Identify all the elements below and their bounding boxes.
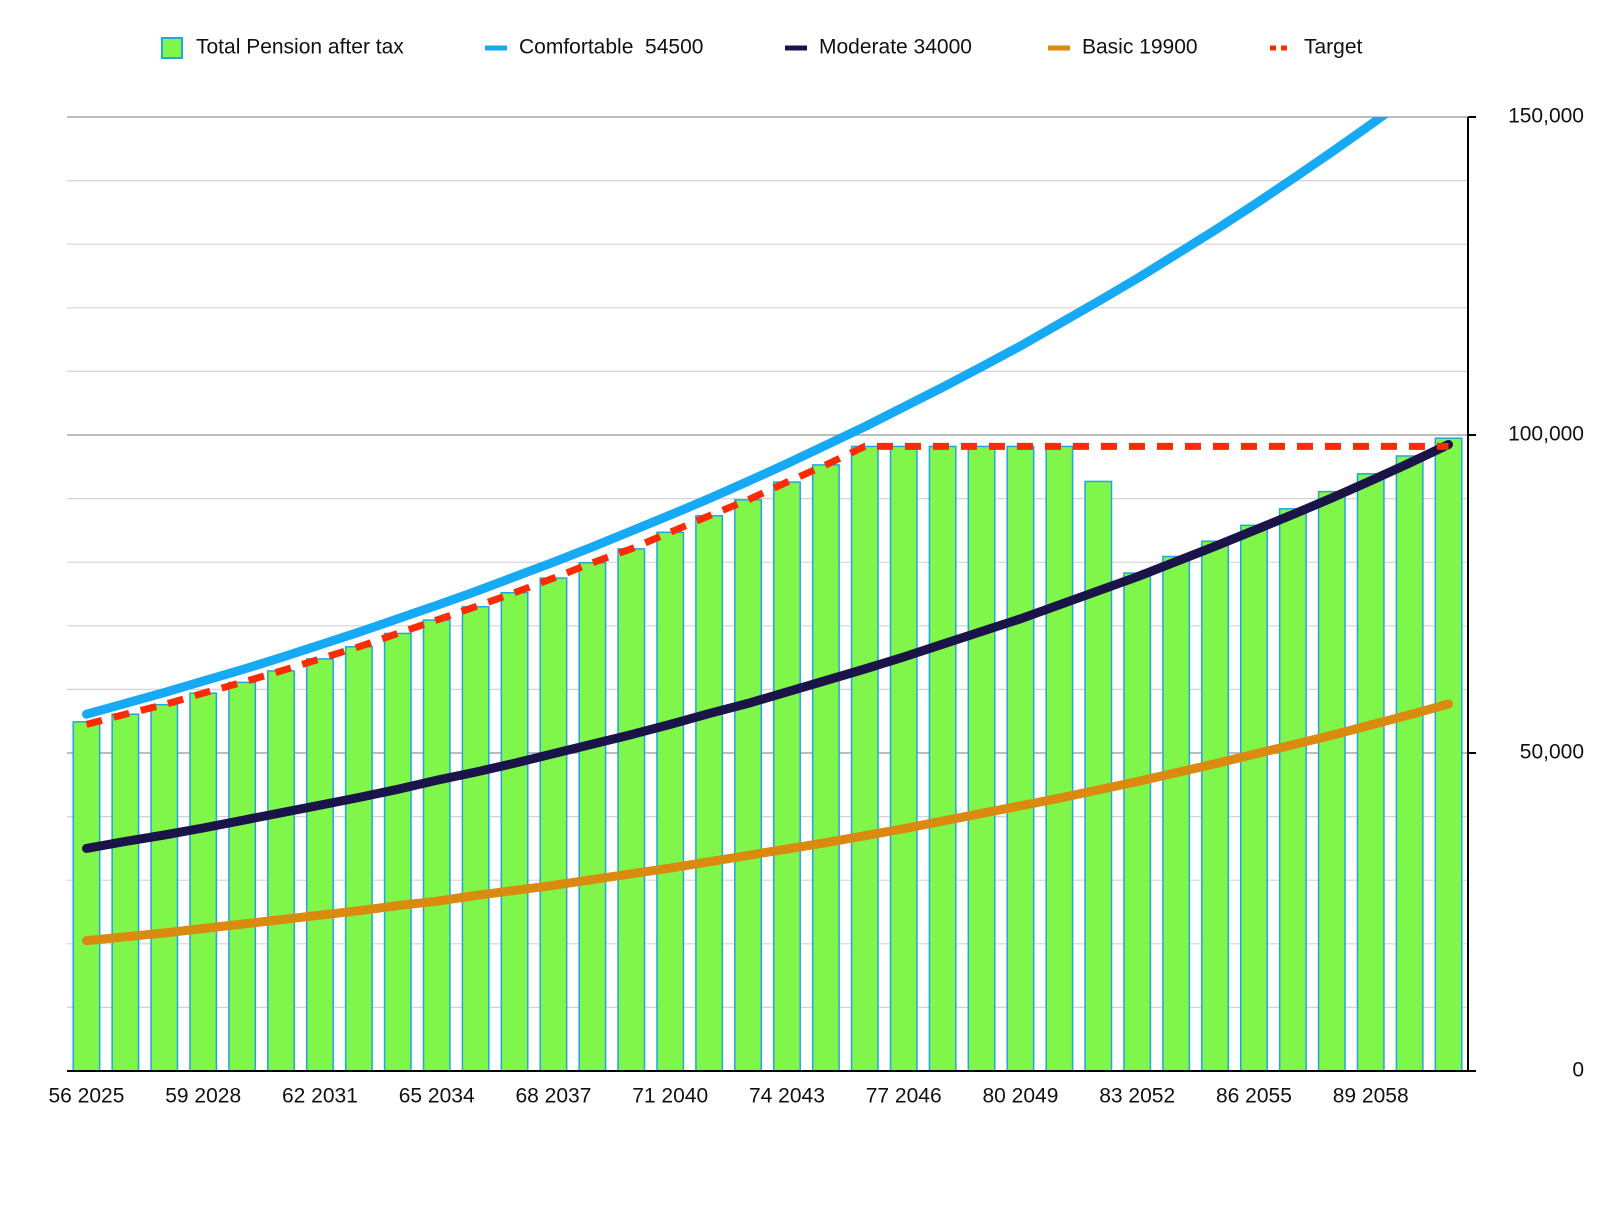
bar <box>1123 572 1152 1072</box>
bar <box>1278 508 1307 1072</box>
legend-swatch <box>161 37 183 59</box>
bar <box>967 445 996 1072</box>
bar <box>111 713 140 1072</box>
bar <box>344 646 373 1072</box>
bar <box>578 562 607 1072</box>
bar <box>500 591 529 1072</box>
bar <box>422 619 451 1072</box>
y-tick-label: 100,000 <box>1508 423 1584 446</box>
bar <box>928 445 957 1072</box>
x-tick-label: 86 2055 <box>1216 1085 1292 1108</box>
bar <box>617 548 646 1072</box>
bars <box>72 437 1463 1072</box>
x-tick-label: 59 2028 <box>165 1085 241 1108</box>
bar <box>1162 555 1191 1072</box>
x-tick-label: 62 2031 <box>282 1085 358 1108</box>
x-tick-label: 65 2034 <box>399 1085 475 1108</box>
bar <box>267 670 296 1072</box>
y-tick-label: 150,000 <box>1508 105 1584 128</box>
bar <box>1395 455 1424 1072</box>
bar <box>1201 540 1230 1072</box>
bar <box>772 481 801 1072</box>
bar <box>383 632 412 1072</box>
line <box>82 699 1453 946</box>
bar <box>1434 437 1463 1072</box>
y-tick-label: 0 <box>1572 1059 1584 1082</box>
x-tick-label: 77 2046 <box>866 1085 942 1108</box>
bar <box>72 721 101 1072</box>
x-tick-label: 68 2037 <box>515 1085 591 1108</box>
bar <box>1084 480 1113 1072</box>
x-tick-label: 89 2058 <box>1333 1085 1409 1108</box>
bar <box>889 445 918 1072</box>
x-tick-label: 56 2025 <box>48 1085 124 1108</box>
line <box>82 117 1389 719</box>
x-tick-label: 80 2049 <box>982 1085 1058 1108</box>
lines <box>82 117 1453 946</box>
bar <box>695 515 724 1072</box>
dashed-line <box>85 442 1449 728</box>
bar <box>150 703 179 1072</box>
legend: Total Pension after tax Comfortable 54500… <box>161 36 1363 59</box>
bar <box>228 681 257 1072</box>
bar <box>1239 524 1268 1072</box>
bar <box>539 577 568 1072</box>
x-tick-label: 83 2052 <box>1099 1085 1175 1108</box>
legend-label: Target <box>1304 36 1363 59</box>
axes: 0 50,000 100,000 150,000 56 2025 59 2028 62 20… <box>48 105 1584 1108</box>
bar <box>734 499 763 1072</box>
legend-label: Basic 19900 <box>1082 36 1198 59</box>
bar <box>461 605 490 1072</box>
legend-label: Comfortable 54500 <box>519 36 703 59</box>
y-tick-label: 50,000 <box>1520 741 1584 764</box>
bar <box>850 445 879 1072</box>
bar <box>1317 490 1346 1072</box>
bar <box>1356 473 1385 1072</box>
bar <box>811 464 840 1072</box>
legend-label: Total Pension after tax <box>196 36 404 59</box>
legend-label: Moderate 34000 <box>819 36 972 59</box>
bar <box>1045 445 1074 1072</box>
bar <box>1006 445 1035 1072</box>
x-tick-label: 74 2043 <box>749 1085 825 1108</box>
x-tick-label: 71 2040 <box>632 1085 708 1108</box>
bar <box>656 531 685 1072</box>
bar <box>305 658 334 1072</box>
line <box>82 440 1453 853</box>
bar <box>189 692 218 1072</box>
